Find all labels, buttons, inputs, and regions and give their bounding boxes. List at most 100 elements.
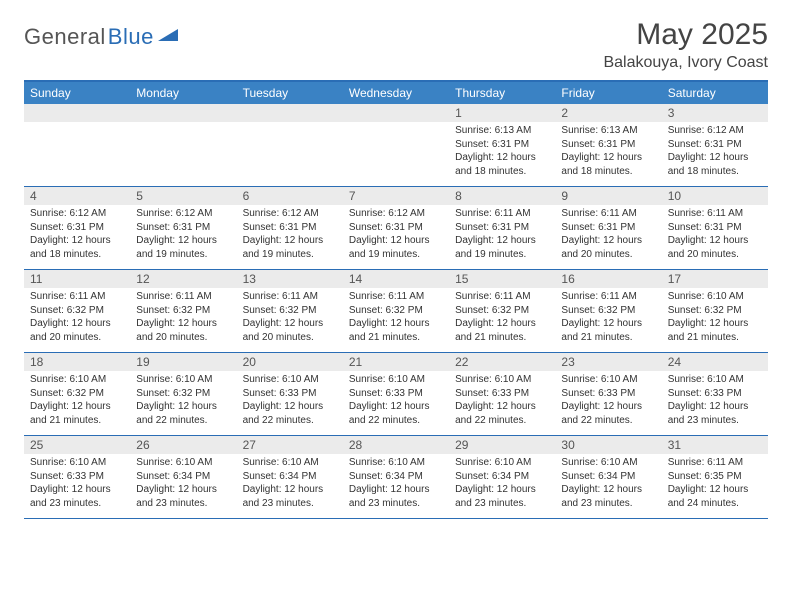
daylight-text: Daylight: 12 hours and 20 minutes. <box>668 234 762 261</box>
day-details: Sunrise: 6:12 AMSunset: 6:31 PMDaylight:… <box>24 205 130 265</box>
day-cell: 26Sunrise: 6:10 AMSunset: 6:34 PMDayligh… <box>130 436 236 518</box>
day-of-week-row: Sunday Monday Tuesday Wednesday Thursday… <box>24 82 768 104</box>
dow-thu: Thursday <box>449 82 555 104</box>
day-number: 1 <box>449 104 555 122</box>
sunset-text: Sunset: 6:31 PM <box>455 221 549 235</box>
sunset-text: Sunset: 6:31 PM <box>349 221 443 235</box>
daylight-text: Daylight: 12 hours and 20 minutes. <box>561 234 655 261</box>
sunset-text: Sunset: 6:33 PM <box>668 387 762 401</box>
day-details: Sunrise: 6:10 AMSunset: 6:32 PMDaylight:… <box>662 288 768 348</box>
daylight-text: Daylight: 12 hours and 22 minutes. <box>561 400 655 427</box>
day-cell: 31Sunrise: 6:11 AMSunset: 6:35 PMDayligh… <box>662 436 768 518</box>
sunrise-text: Sunrise: 6:10 AM <box>243 456 337 470</box>
day-cell: 13Sunrise: 6:11 AMSunset: 6:32 PMDayligh… <box>237 270 343 352</box>
day-cell: 18Sunrise: 6:10 AMSunset: 6:32 PMDayligh… <box>24 353 130 435</box>
triangle-icon <box>158 27 178 48</box>
day-details: Sunrise: 6:11 AMSunset: 6:31 PMDaylight:… <box>449 205 555 265</box>
sunrise-text: Sunrise: 6:10 AM <box>349 456 443 470</box>
daylight-text: Daylight: 12 hours and 22 minutes. <box>136 400 230 427</box>
day-details: Sunrise: 6:11 AMSunset: 6:32 PMDaylight:… <box>237 288 343 348</box>
day-cell: 20Sunrise: 6:10 AMSunset: 6:33 PMDayligh… <box>237 353 343 435</box>
day-details: Sunrise: 6:11 AMSunset: 6:32 PMDaylight:… <box>449 288 555 348</box>
day-number: 18 <box>24 353 130 371</box>
daylight-text: Daylight: 12 hours and 19 minutes. <box>136 234 230 261</box>
day-number: 16 <box>555 270 661 288</box>
sunrise-text: Sunrise: 6:10 AM <box>455 456 549 470</box>
day-details: Sunrise: 6:13 AMSunset: 6:31 PMDaylight:… <box>449 122 555 182</box>
day-details: Sunrise: 6:12 AMSunset: 6:31 PMDaylight:… <box>130 205 236 265</box>
week-row: 4Sunrise: 6:12 AMSunset: 6:31 PMDaylight… <box>24 187 768 270</box>
daylight-text: Daylight: 12 hours and 21 minutes. <box>30 400 124 427</box>
sunrise-text: Sunrise: 6:12 AM <box>243 207 337 221</box>
day-details: Sunrise: 6:10 AMSunset: 6:33 PMDaylight:… <box>662 371 768 431</box>
sunset-text: Sunset: 6:34 PM <box>561 470 655 484</box>
month-title: May 2025 <box>603 18 768 52</box>
location-label: Balakouya, Ivory Coast <box>603 54 768 72</box>
week-row: 1Sunrise: 6:13 AMSunset: 6:31 PMDaylight… <box>24 104 768 187</box>
day-cell: 29Sunrise: 6:10 AMSunset: 6:34 PMDayligh… <box>449 436 555 518</box>
day-details: Sunrise: 6:11 AMSunset: 6:31 PMDaylight:… <box>662 205 768 265</box>
day-cell: 1Sunrise: 6:13 AMSunset: 6:31 PMDaylight… <box>449 104 555 186</box>
day-number: 10 <box>662 187 768 205</box>
sunset-text: Sunset: 6:31 PM <box>136 221 230 235</box>
day-number <box>343 104 449 122</box>
sunset-text: Sunset: 6:32 PM <box>243 304 337 318</box>
sunrise-text: Sunrise: 6:11 AM <box>455 290 549 304</box>
sunrise-text: Sunrise: 6:12 AM <box>349 207 443 221</box>
day-number: 19 <box>130 353 236 371</box>
day-number: 15 <box>449 270 555 288</box>
sunrise-text: Sunrise: 6:10 AM <box>668 373 762 387</box>
sunset-text: Sunset: 6:32 PM <box>455 304 549 318</box>
sunrise-text: Sunrise: 6:10 AM <box>30 373 124 387</box>
header: GeneralBlue May 2025 Balakouya, Ivory Co… <box>24 18 768 72</box>
sunset-text: Sunset: 6:32 PM <box>136 304 230 318</box>
day-cell: 21Sunrise: 6:10 AMSunset: 6:33 PMDayligh… <box>343 353 449 435</box>
day-number: 13 <box>237 270 343 288</box>
sunset-text: Sunset: 6:32 PM <box>136 387 230 401</box>
sunrise-text: Sunrise: 6:10 AM <box>349 373 443 387</box>
sunset-text: Sunset: 6:32 PM <box>349 304 443 318</box>
daylight-text: Daylight: 12 hours and 23 minutes. <box>561 483 655 510</box>
logo: GeneralBlue <box>24 18 178 50</box>
sunrise-text: Sunrise: 6:11 AM <box>455 207 549 221</box>
day-cell: 28Sunrise: 6:10 AMSunset: 6:34 PMDayligh… <box>343 436 449 518</box>
day-cell: 4Sunrise: 6:12 AMSunset: 6:31 PMDaylight… <box>24 187 130 269</box>
sunset-text: Sunset: 6:31 PM <box>668 138 762 152</box>
day-details: Sunrise: 6:11 AMSunset: 6:32 PMDaylight:… <box>24 288 130 348</box>
daylight-text: Daylight: 12 hours and 24 minutes. <box>668 483 762 510</box>
daylight-text: Daylight: 12 hours and 18 minutes. <box>455 151 549 178</box>
sunrise-text: Sunrise: 6:11 AM <box>561 207 655 221</box>
day-cell: 19Sunrise: 6:10 AMSunset: 6:32 PMDayligh… <box>130 353 236 435</box>
day-cell <box>130 104 236 186</box>
sunrise-text: Sunrise: 6:13 AM <box>561 124 655 138</box>
day-cell <box>237 104 343 186</box>
daylight-text: Daylight: 12 hours and 23 minutes. <box>30 483 124 510</box>
day-details: Sunrise: 6:10 AMSunset: 6:32 PMDaylight:… <box>24 371 130 431</box>
daylight-text: Daylight: 12 hours and 21 minutes. <box>349 317 443 344</box>
day-number: 6 <box>237 187 343 205</box>
week-row: 25Sunrise: 6:10 AMSunset: 6:33 PMDayligh… <box>24 436 768 519</box>
day-cell: 17Sunrise: 6:10 AMSunset: 6:32 PMDayligh… <box>662 270 768 352</box>
day-number: 29 <box>449 436 555 454</box>
day-number: 22 <box>449 353 555 371</box>
sunrise-text: Sunrise: 6:12 AM <box>668 124 762 138</box>
sunrise-text: Sunrise: 6:13 AM <box>455 124 549 138</box>
dow-tue: Tuesday <box>237 82 343 104</box>
daylight-text: Daylight: 12 hours and 20 minutes. <box>243 317 337 344</box>
daylight-text: Daylight: 12 hours and 22 minutes. <box>455 400 549 427</box>
day-number: 8 <box>449 187 555 205</box>
sunrise-text: Sunrise: 6:10 AM <box>243 373 337 387</box>
sunset-text: Sunset: 6:33 PM <box>30 470 124 484</box>
day-number: 28 <box>343 436 449 454</box>
day-number: 9 <box>555 187 661 205</box>
daylight-text: Daylight: 12 hours and 23 minutes. <box>136 483 230 510</box>
day-cell: 23Sunrise: 6:10 AMSunset: 6:33 PMDayligh… <box>555 353 661 435</box>
sunset-text: Sunset: 6:33 PM <box>243 387 337 401</box>
sunset-text: Sunset: 6:34 PM <box>349 470 443 484</box>
day-number: 31 <box>662 436 768 454</box>
sunset-text: Sunset: 6:32 PM <box>561 304 655 318</box>
day-cell: 10Sunrise: 6:11 AMSunset: 6:31 PMDayligh… <box>662 187 768 269</box>
weeks-container: 1Sunrise: 6:13 AMSunset: 6:31 PMDaylight… <box>24 104 768 519</box>
day-cell: 24Sunrise: 6:10 AMSunset: 6:33 PMDayligh… <box>662 353 768 435</box>
sunset-text: Sunset: 6:31 PM <box>561 138 655 152</box>
